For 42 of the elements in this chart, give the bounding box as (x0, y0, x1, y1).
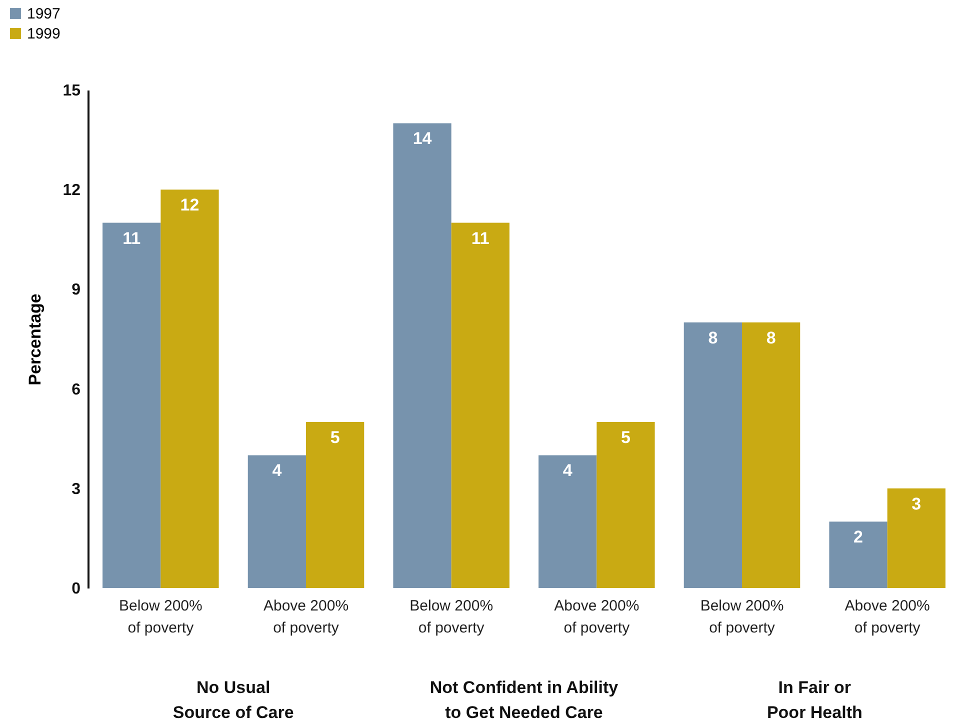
data-label: 4 (562, 461, 573, 480)
bar (393, 123, 452, 588)
bar (538, 455, 597, 588)
bar (248, 455, 306, 588)
data-label: 8 (766, 328, 776, 348)
data-label: 5 (621, 428, 630, 447)
y-tick-label: 15 (62, 82, 81, 100)
data-label: 11 (471, 228, 490, 248)
legend-label: 1997 (27, 6, 60, 22)
data-label: 2 (854, 528, 863, 547)
y-axis-title: Percentage (26, 294, 45, 386)
data-label: 12 (180, 196, 200, 215)
bar (829, 522, 888, 588)
text: In Fair or Poor Health (766, 678, 862, 722)
x-tick-label: Below 200% of poverty (118, 598, 202, 636)
text: No Usual Source of Care (172, 678, 294, 722)
bar (451, 222, 510, 588)
bar (160, 190, 219, 588)
x-tick-label: Above 200% of poverty (844, 598, 930, 636)
bar (102, 222, 161, 588)
y-tick-label: 6 (72, 381, 81, 398)
data-label: 3 (912, 494, 922, 514)
data-label: 4 (272, 461, 282, 480)
bar (596, 422, 655, 588)
y-tick-label: 9 (72, 282, 81, 299)
y-tick-label: 12 (62, 182, 81, 200)
x-tick-label: Below 200% of poverty (700, 598, 784, 636)
y-tick-label: 0 (72, 580, 81, 598)
data-label: 11 (122, 228, 141, 248)
data-label: 14 (412, 129, 432, 148)
text: Not Confident in Ability to Get Needed Care (430, 678, 619, 722)
bar (306, 422, 364, 588)
legend-label: 1999 (27, 26, 60, 42)
bar (684, 322, 742, 588)
data-label: 8 (708, 328, 718, 348)
data-label: 5 (330, 428, 340, 447)
bar (887, 488, 946, 588)
x-tick-label: Below 200% of poverty (410, 598, 494, 636)
bar (742, 322, 800, 588)
y-tick-label: 3 (72, 480, 81, 498)
x-tick-label: Above 200% of poverty (263, 598, 349, 636)
x-tick-label: Above 200% of poverty (554, 598, 640, 636)
